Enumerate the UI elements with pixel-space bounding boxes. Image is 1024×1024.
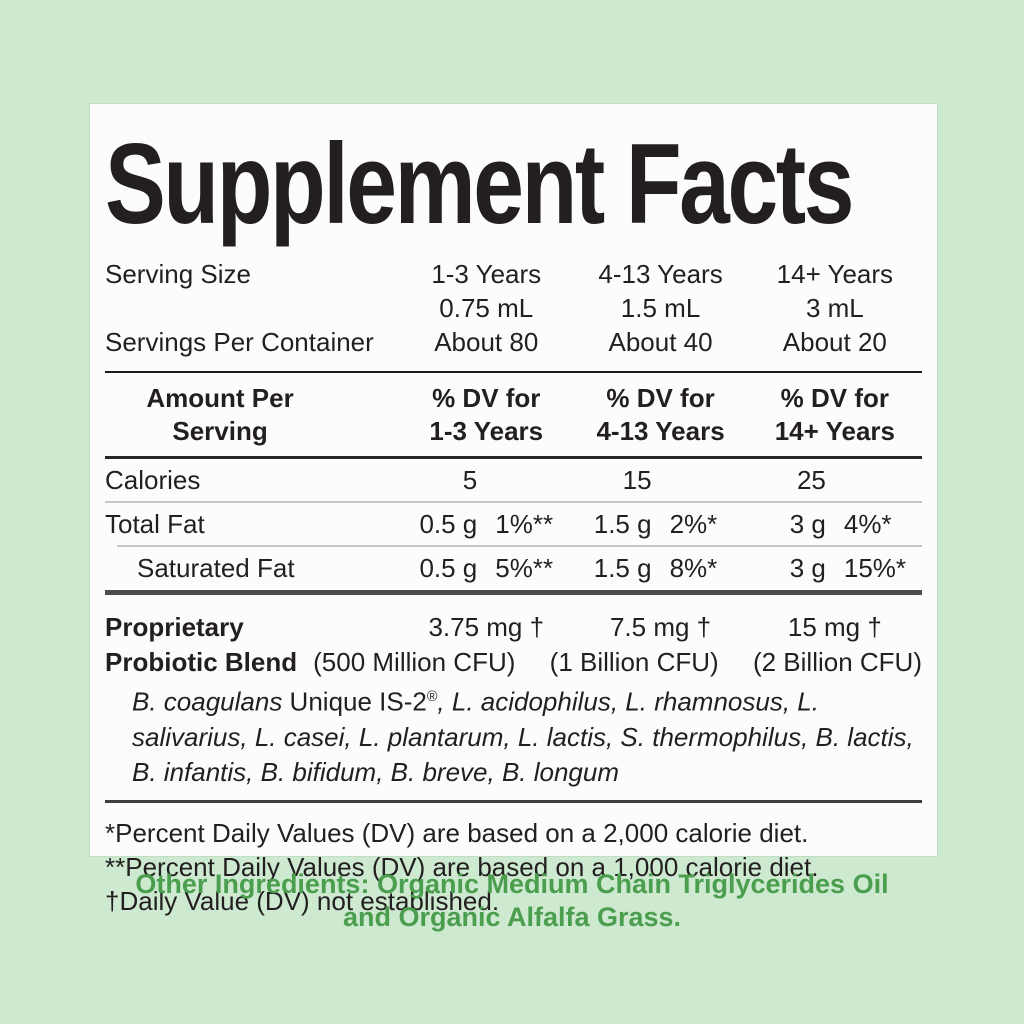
table-header-row: Amount Per Serving % DV for 1-3 Years % … [105,373,922,456]
nutrient-cell: 0.5 g 1%** [399,508,573,541]
nutrient-dv: 4%* [843,509,892,540]
serving-size-label: Serving Size [105,259,251,290]
registered-trademark-symbol: ® [426,689,438,706]
amount-per-serving-header: Amount Per Serving [105,382,399,448]
footnote-2000-calorie: *Percent Daily Values (DV) are based on … [105,818,809,849]
nutrient-name: Total Fat [105,509,205,540]
separator-rule-header [105,456,922,460]
dv-header-line2: 14+ Years [774,416,895,447]
nutrient-dv: 8%* [669,553,718,584]
nutrient-name: Calories [105,465,201,496]
separator-rule-thin [105,501,922,504]
nutrient-cell: 1.5 g 8%* [573,552,747,585]
serving-volume-3: 3 mL [805,293,864,324]
footnotes-block: *Percent Daily Values (DV) are based on … [105,812,922,918]
nutrient-cell: 5 [399,464,573,497]
nutrient-dv: 2%* [669,509,718,540]
servings-count-3: About 20 [782,327,887,358]
blend-name-line2: Probiotic Blend [105,647,298,678]
separator-rule-top [105,371,922,374]
probiotic-species-list: B. coagulans Unique IS-2®, L. acidophilu… [105,679,922,790]
footnote-dv-not-established: †Daily Value (DV) not established. [105,886,500,917]
supplement-facts-label: Supplement Facts Serving Size 1-3 Years … [90,104,937,916]
blend-amount-2: 7.5 mg † [609,612,712,643]
blend-cfu-3: (2 Billion CFU) [752,647,922,678]
servings-count-1: About 80 [434,327,539,358]
other-ingredients-line1: Other Ingredients: Organic Medium Chain … [135,869,889,899]
supplement-facts-title: Supplement Facts [105,121,854,248]
blend-name-line1: Proprietary [105,612,244,643]
other-ingredients-line2: and Organic Alfalfa Grass. [342,902,682,932]
blend-cfu-1: (500 Million CFU) [313,647,516,678]
nutrient-amount: 1.5 g [593,553,652,584]
separator-rule-thin-indented [117,545,922,548]
separator-rule-footnotes [105,800,922,804]
nutrient-dv: 5%** [495,553,554,584]
dv-header-2: % DV for 4-13 Years [573,382,747,448]
age-group-3: 14+ Years [776,259,894,290]
blend-amount-1: 3.75 mg † [428,612,545,643]
nutrient-name: Saturated Fat [137,553,295,584]
amount-header-line1: Amount Per [146,383,294,414]
separator-rule-thick [105,590,922,596]
nutrient-amount: 5 [462,465,478,496]
nutrient-cell: 1.5 g 2%* [573,508,747,541]
nutrient-cell: 25 [748,464,922,497]
servings-count-2: About 40 [608,327,713,358]
serving-volume-1: 0.75 mL [439,293,534,324]
blend-cfu-row: Probiotic Blend (500 Million CFU) (1 Bil… [105,645,922,679]
nutrient-amount: 25 [796,465,826,496]
blend-amount-3: 15 mg † [787,612,882,643]
nutrient-cell: 15 [573,464,747,497]
nutrient-dv: 15%* [843,553,907,584]
nutrient-row-total-fat: Total Fat 0.5 g 1%** 1.5 g 2%* 3 g 4%* [105,503,922,545]
age-group-1: 1-3 Years [431,259,542,290]
nutrient-cell: 3 g 4%* [748,508,922,541]
dv-header-line2: 1-3 Years [429,416,544,447]
nutrient-dv [670,464,748,497]
serving-size-spacer [105,291,399,325]
dv-header-1: % DV for 1-3 Years [399,382,573,448]
nutrient-amount: 0.5 g [419,553,478,584]
nutrient-amount: 3 g [789,509,826,540]
dv-header-line1: % DV for [780,383,890,414]
servings-per-container-label: Servings Per Container [105,327,374,358]
dv-header-3: % DV for 14+ Years [748,382,922,448]
blend-cfu-2: (1 Billion CFU) [549,647,719,678]
age-group-2: 4-13 Years [598,259,723,290]
serving-volume-2: 1.5 mL [620,293,701,324]
footnote-1000-calorie: **Percent Daily Values (DV) are based on… [105,852,819,883]
other-ingredients-text: Other Ingredients: Organic Medium Chain … [0,868,1024,934]
blend-cfu-values: (500 Million CFU) (1 Billion CFU) (2 Bil… [313,645,922,679]
nutrient-amount: 15 [622,465,652,496]
nutrient-dv: 1%** [495,509,554,540]
species-upright-name: Unique IS-2 [282,687,427,718]
serving-info-table: Serving Size 1-3 Years 4-13 Years 14+ Ye… [105,257,922,359]
species-italic-rest: , L. acidophilus, L. rhamnosus, L. saliv… [132,687,914,788]
nutrient-row-calories: Calories 5 15 25 [105,459,922,501]
nutrient-amount: 3 g [789,553,826,584]
nutrient-cell: 3 g 15%* [748,552,922,585]
amount-header-line2: Serving [172,416,268,447]
nutrient-row-saturated-fat: Saturated Fat 0.5 g 5%** 1.5 g 8%* 3 g 1… [105,547,922,589]
nutrient-cell: 0.5 g 5%** [399,552,573,585]
blend-amount-row: Proprietary 3.75 mg † 7.5 mg † 15 mg † [105,604,922,645]
species-italic-lead: B. coagulans [132,687,283,718]
nutrient-dv [495,464,573,497]
nutrient-amount: 1.5 g [593,509,652,540]
dv-header-line1: % DV for [606,383,715,414]
dv-header-line2: 4-13 Years [596,416,725,447]
nutrient-dv [844,464,922,497]
nutrient-amount: 0.5 g [419,509,478,540]
dv-header-line1: % DV for [432,383,541,414]
